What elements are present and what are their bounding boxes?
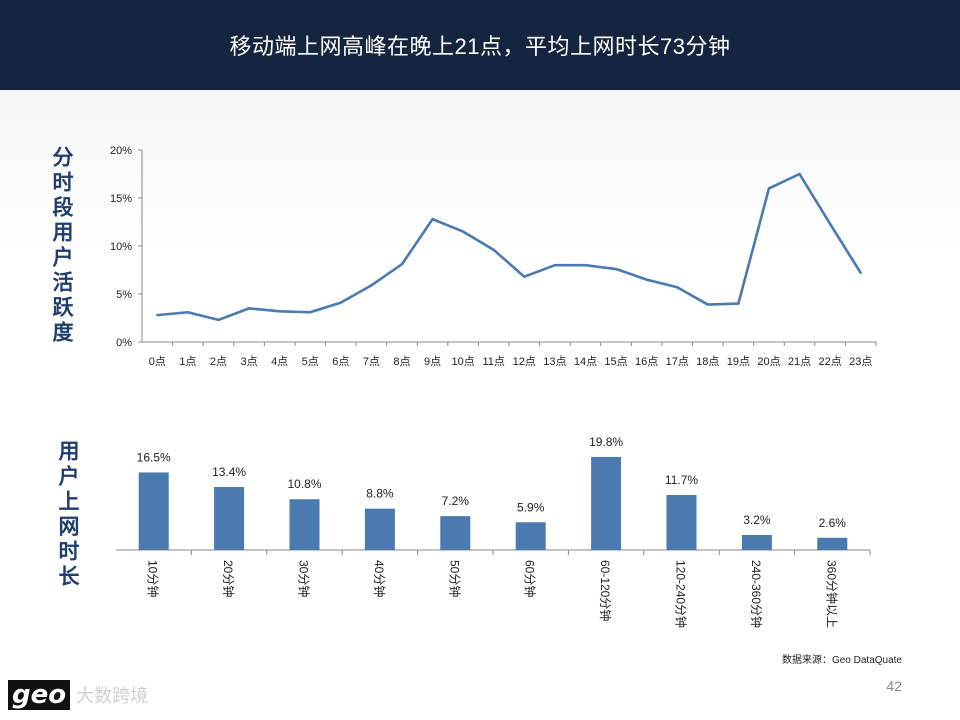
line-x-tick-label: 7点: [363, 355, 380, 368]
bar-category-label: 360分钟以上: [824, 560, 839, 628]
line-x-tick-label: 9点: [424, 355, 441, 368]
line-point: [553, 264, 557, 267]
bar-category-label: 10分钟: [146, 560, 161, 597]
bar: [741, 534, 772, 550]
bar: [138, 472, 169, 550]
line-point: [798, 172, 801, 176]
line-point: [217, 318, 220, 322]
line-y-tick-label: 0%: [116, 337, 132, 349]
line-point: [309, 311, 312, 314]
line-point: [400, 263, 404, 266]
bar-data-label: 16.5%: [137, 450, 171, 464]
bar-data-label: 19.8%: [589, 435, 623, 449]
line-point: [523, 275, 526, 278]
line-x-tick-label: 20点: [757, 355, 780, 368]
line-x-tick-label: 1点: [179, 355, 196, 368]
bar-category-label: 120-240分钟: [674, 560, 689, 628]
bar: [515, 522, 546, 550]
line-x-tick-label: 0点: [149, 355, 166, 368]
line-y-tick-label: 5%: [116, 289, 132, 301]
line-point: [676, 286, 679, 289]
bar-data-label: 3.2%: [743, 513, 771, 527]
line-x-tick-label: 12点: [513, 355, 536, 368]
bar-data-label: 7.2%: [442, 494, 470, 508]
line-point: [339, 301, 342, 304]
bar: [666, 495, 697, 550]
line-point: [278, 310, 281, 313]
line-point: [247, 307, 251, 310]
bar: [591, 456, 622, 550]
line-point: [614, 267, 618, 271]
line-point: [431, 217, 434, 221]
bar-chart-side-title: 用户上网时长: [56, 440, 79, 590]
slide-header: 移动端上网高峰在晚上21点，平均上网时长73分钟: [0, 0, 960, 90]
bar-category-label: 60分钟: [523, 560, 538, 597]
line-point: [370, 284, 373, 287]
line-x-tick-label: 4点: [271, 355, 288, 368]
line-x-tick-label: 23点: [849, 355, 872, 368]
line-series-activity: [157, 172, 862, 322]
bar: [817, 537, 848, 550]
line-x-tick-label: 8点: [393, 355, 410, 368]
line-chart: 0% 5% 10% 15% 20% 0点 1点 2点 3点 4点 5点 6点 7点 8点 9点 10点 11点 1…: [110, 145, 877, 368]
line-point: [645, 278, 648, 281]
page-number: 42: [886, 678, 902, 694]
line-y-tick-label: 15%: [110, 193, 132, 205]
bar-category-label: 30分钟: [297, 560, 312, 597]
line-x-tick-label: 19点: [727, 355, 750, 368]
line-x-tick-label: 16点: [635, 355, 658, 368]
line-x-tick-label: 18点: [696, 355, 719, 368]
bar-data-label: 5.9%: [517, 500, 545, 514]
line-y-tick-label: 10%: [110, 241, 132, 253]
line-x-tick-label: 22点: [819, 355, 842, 368]
bar-data-label: 2.6%: [819, 516, 847, 530]
line-x-tick-label: 6点: [332, 355, 349, 368]
line-point: [492, 248, 495, 252]
line-x-tick-label: 5点: [302, 355, 319, 368]
line-chart-side-title: 分时段用户活跃度: [50, 146, 73, 346]
bar: [214, 487, 245, 550]
line-point: [859, 271, 862, 275]
line-point: [584, 264, 587, 267]
line-y-tick-label: 20%: [110, 145, 132, 157]
line-x-tick-label: 21点: [788, 355, 811, 368]
bar-category-label: 60-120分钟: [598, 560, 613, 621]
bar-category-label: 240-360分钟: [749, 560, 764, 628]
data-source-note: 数据来源：Geo DataQuate: [781, 655, 902, 666]
line-x-tick-label: 14点: [574, 355, 597, 368]
line-point: [737, 302, 740, 305]
logo-mark: geo: [8, 680, 71, 710]
line-x-tick-label: 11点: [482, 355, 504, 368]
line-point: [186, 311, 190, 314]
slide-title: 移动端上网高峰在晚上21点，平均上网时长73分钟: [229, 34, 731, 59]
bar-category-label: 50分钟: [447, 560, 462, 597]
line-point: [828, 222, 832, 226]
bar-category-label: 20分钟: [221, 560, 236, 597]
bar-data-label: 13.4%: [212, 465, 246, 479]
logo-text: 大数跨境: [76, 686, 149, 706]
line-x-tick-label: 10点: [452, 355, 475, 368]
bar-data-label: 11.7%: [665, 473, 698, 487]
bar-category-label: 40分钟: [372, 560, 387, 597]
line-point: [767, 187, 771, 190]
line-x-tick-label: 17点: [666, 355, 689, 368]
line-x-tick-label: 3点: [240, 355, 257, 368]
bar-data-label: 10.8%: [287, 477, 321, 491]
line-x-tick-label: 2点: [210, 355, 227, 368]
bar: [440, 516, 471, 550]
line-x-tick-label: 13点: [543, 355, 566, 368]
brand-logo: geo 大数跨境: [8, 680, 148, 710]
bar: [289, 499, 320, 550]
line-x-tick-label: 15点: [604, 355, 627, 368]
line-point: [461, 230, 465, 233]
bar-chart: 16.5% 10分钟 13.4% 20分钟 10.8% 30分钟 8.8% 40分钟 7.2% 5…: [116, 435, 871, 628]
bar-data-label: 8.8%: [366, 487, 394, 501]
line-point: [156, 313, 159, 317]
bar: [364, 508, 395, 550]
line-point: [706, 303, 709, 306]
